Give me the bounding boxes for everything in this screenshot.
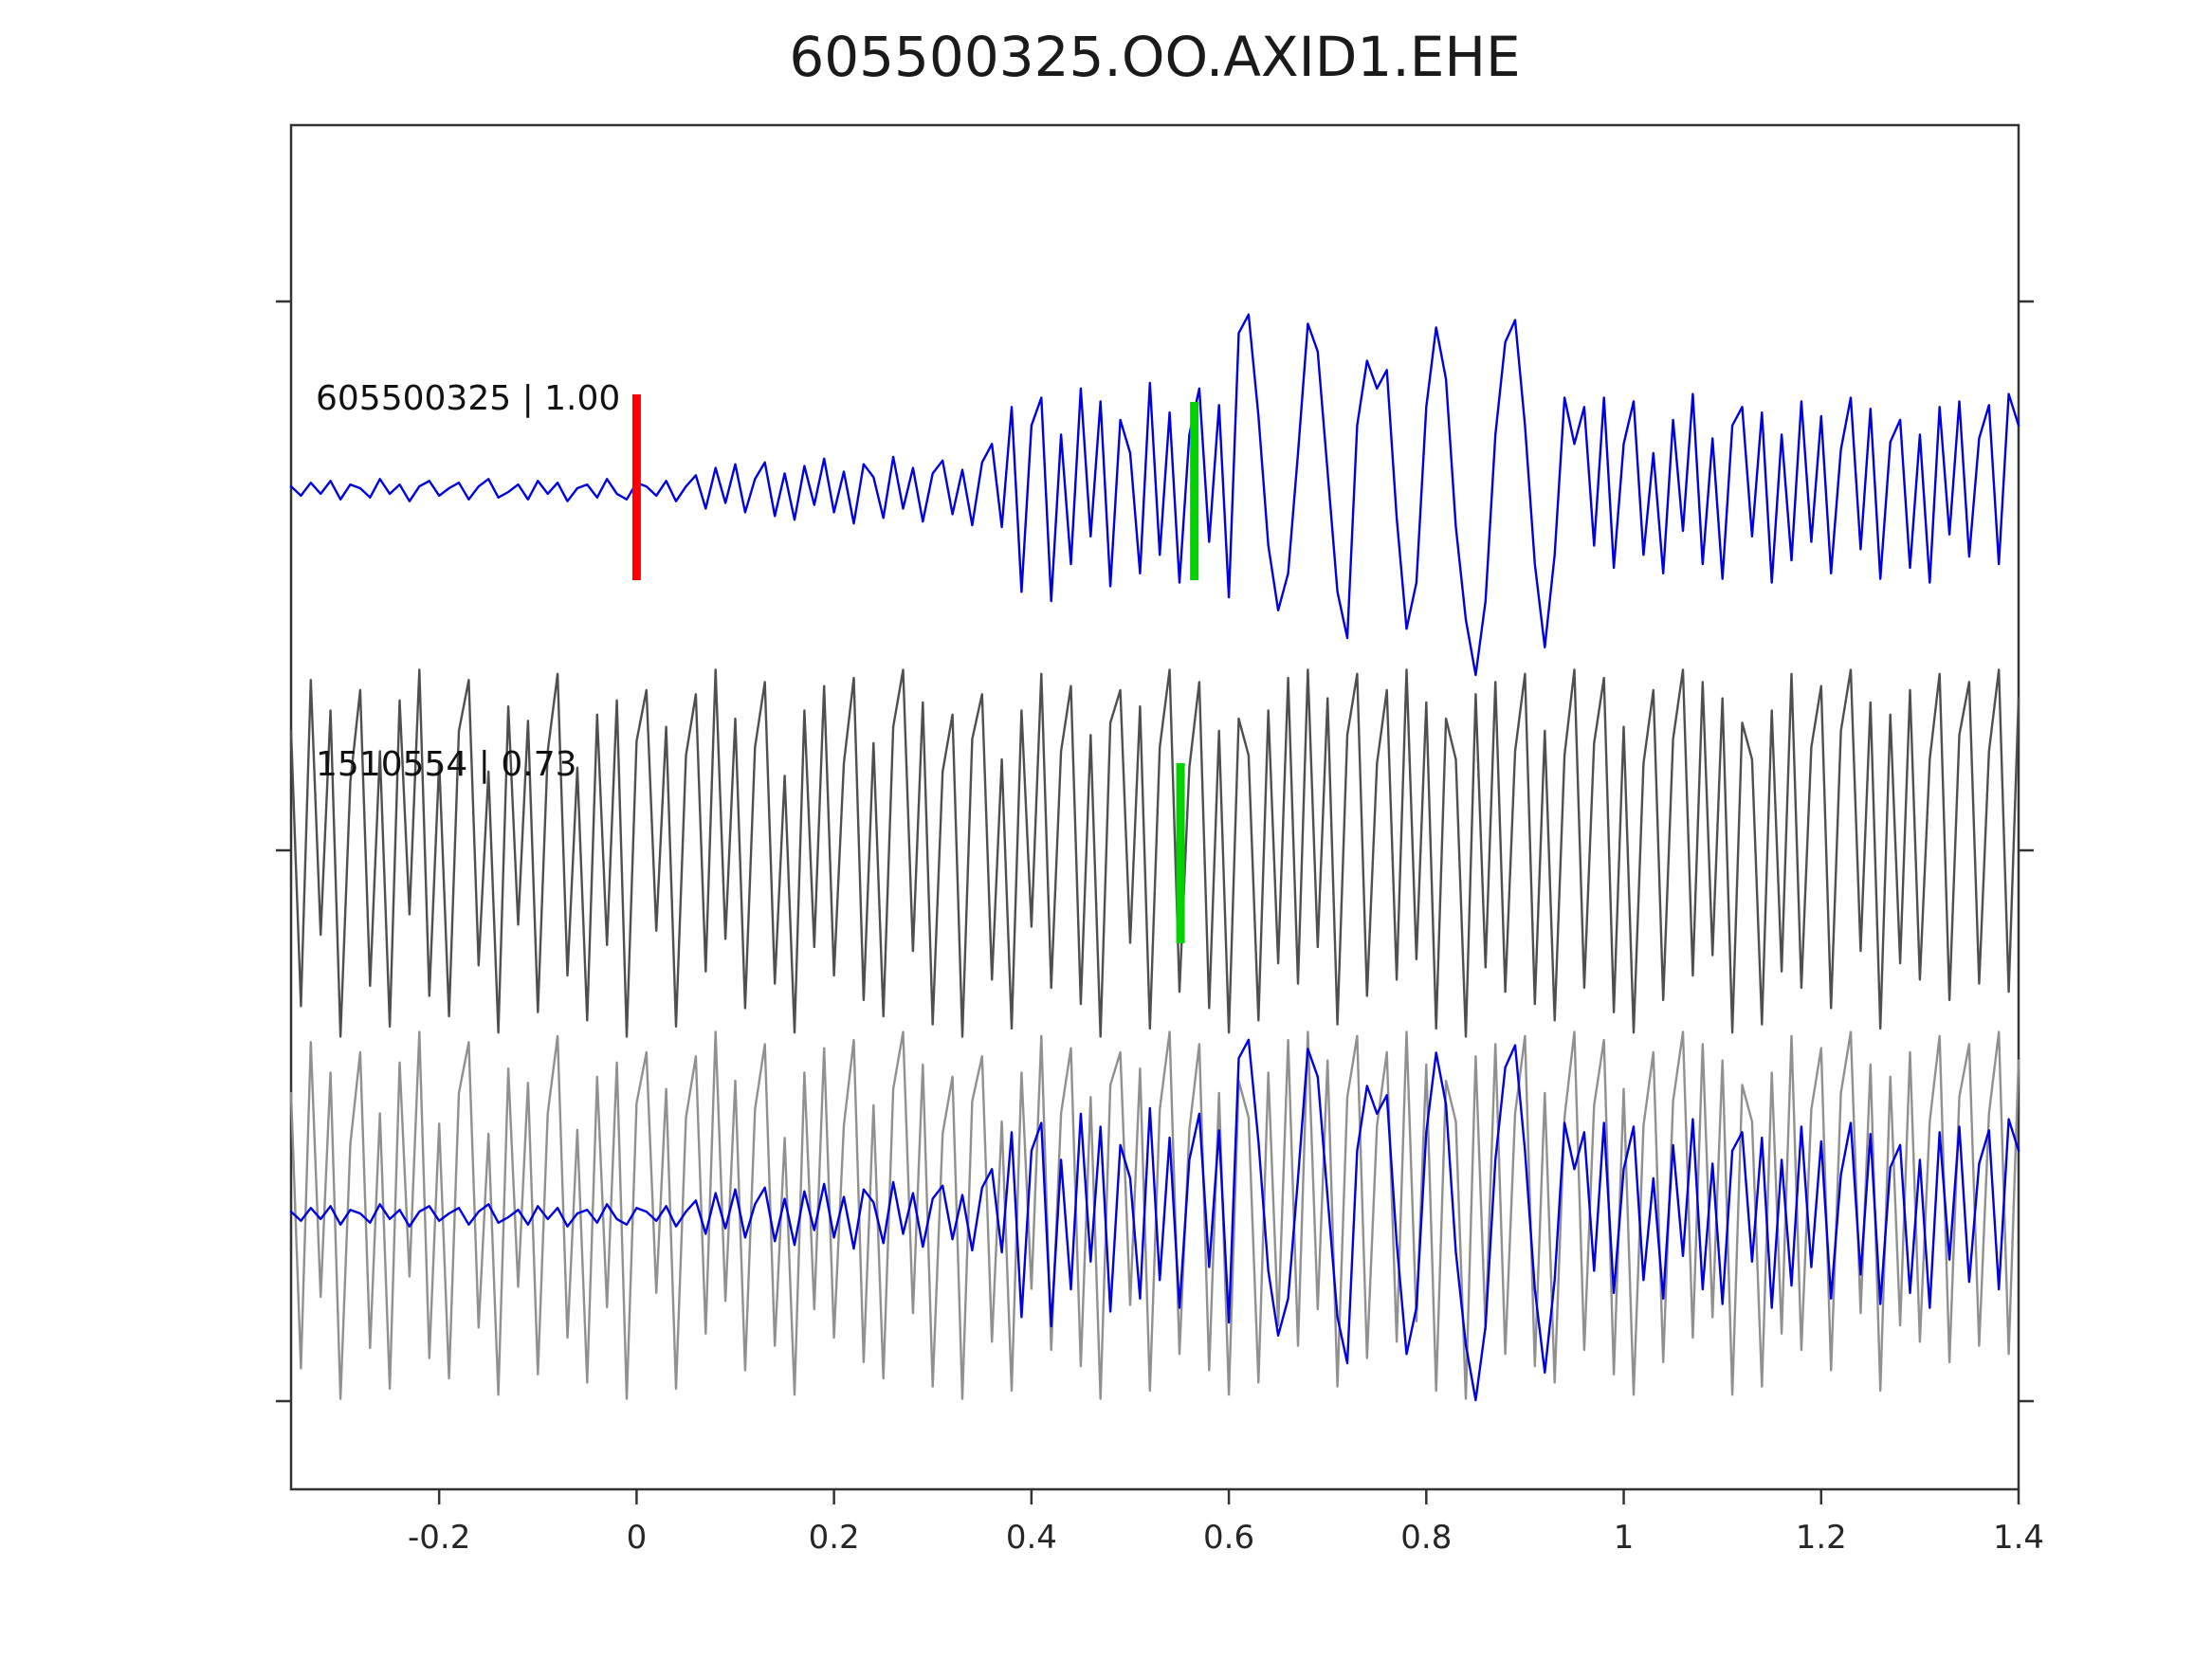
trace-label-detection: 605500325 | 1.00 xyxy=(316,379,620,418)
x-tick-label: 0.6 xyxy=(1203,1519,1254,1557)
axis-ticks xyxy=(276,300,2034,1504)
waveform-trace xyxy=(289,668,2020,1038)
axis-tick-labels: -0.2 0 0.2 0.4 0.6 0.8 1 1.2 1.4 xyxy=(408,1519,2044,1557)
x-tick-label: -0.2 xyxy=(408,1519,470,1557)
x-tick-label: 1.2 xyxy=(1796,1519,1847,1557)
trace-label-template: 1510554 | 0.73 xyxy=(316,745,577,784)
waveform-trace xyxy=(289,1038,2020,1402)
x-tick-label: 0.4 xyxy=(1006,1519,1057,1557)
chart-title: 605500325.OO.AXID1.EHE xyxy=(789,25,1520,89)
x-tick-label: 0.8 xyxy=(1400,1519,1452,1557)
waveform-traces xyxy=(289,313,2020,1402)
x-tick-label: 1.4 xyxy=(1993,1519,2044,1557)
x-tick-label: 0.2 xyxy=(809,1519,860,1557)
waveform-trace xyxy=(289,313,2020,677)
axes-frame xyxy=(289,123,2020,1491)
x-tick-label: 1 xyxy=(1614,1519,1635,1557)
x-tick-label: 0 xyxy=(627,1519,648,1557)
pick-markers xyxy=(631,394,1199,943)
waveform-trace xyxy=(289,1030,2020,1400)
